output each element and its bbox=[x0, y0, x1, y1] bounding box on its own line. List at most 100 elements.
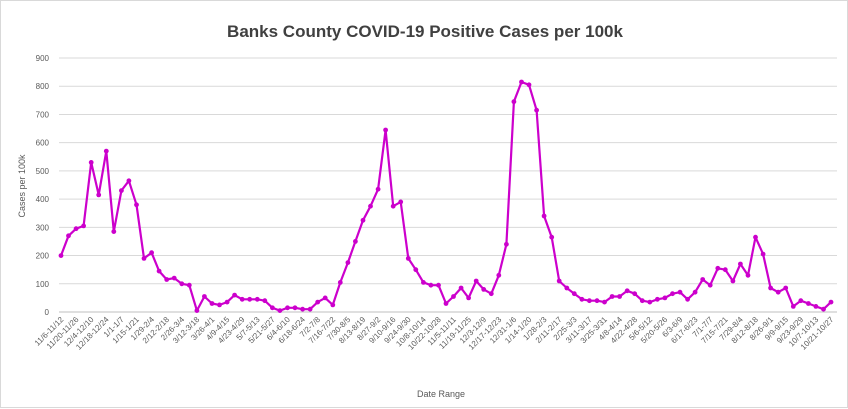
data-point bbox=[617, 294, 622, 299]
data-point bbox=[821, 306, 826, 312]
y-tick-label: 100 bbox=[36, 280, 50, 289]
y-tick-label: 200 bbox=[36, 252, 50, 261]
data-point bbox=[639, 298, 645, 304]
data-point bbox=[179, 281, 185, 287]
data-point bbox=[677, 289, 683, 295]
data-point bbox=[368, 203, 373, 209]
x-axis-title: Date Range bbox=[417, 389, 465, 399]
y-tick-label: 900 bbox=[36, 54, 50, 63]
data-point bbox=[149, 250, 155, 256]
data-point bbox=[526, 82, 532, 88]
data-point bbox=[202, 294, 207, 299]
data-point bbox=[655, 296, 660, 302]
gridlines bbox=[59, 57, 837, 285]
data-point bbox=[307, 306, 313, 312]
data-point bbox=[798, 298, 804, 304]
data-point bbox=[73, 226, 79, 232]
series-line bbox=[59, 80, 832, 312]
data-point bbox=[254, 296, 260, 302]
data-point bbox=[730, 278, 736, 284]
data-point bbox=[722, 267, 728, 273]
data-point bbox=[451, 294, 456, 299]
data-point bbox=[707, 282, 713, 288]
data-point bbox=[345, 260, 351, 265]
data-point bbox=[458, 285, 464, 291]
data-point bbox=[405, 256, 411, 261]
y-tick-label: 500 bbox=[36, 167, 50, 176]
data-point bbox=[488, 291, 494, 297]
data-point bbox=[390, 203, 396, 209]
data-point bbox=[436, 282, 441, 288]
data-point bbox=[753, 234, 758, 240]
data-point bbox=[96, 192, 102, 198]
data-point bbox=[745, 272, 751, 278]
data-point bbox=[700, 277, 706, 282]
y-tick-label: 600 bbox=[36, 139, 50, 148]
data-point bbox=[519, 79, 524, 85]
data-point bbox=[466, 295, 471, 301]
y-tick-label: 300 bbox=[36, 223, 50, 232]
data-point bbox=[571, 291, 577, 297]
data-point bbox=[353, 239, 358, 244]
data-point bbox=[285, 305, 290, 311]
data-point bbox=[556, 278, 562, 284]
data-point bbox=[247, 296, 253, 302]
y-tick-label: 400 bbox=[36, 195, 50, 204]
series-cases-per-100k bbox=[58, 79, 834, 313]
data-point bbox=[428, 282, 434, 288]
data-point bbox=[609, 294, 615, 299]
data-point bbox=[496, 272, 502, 278]
data-point bbox=[300, 306, 305, 312]
data-point bbox=[119, 188, 124, 194]
data-point bbox=[790, 304, 796, 309]
data-point bbox=[383, 127, 388, 133]
data-point bbox=[217, 302, 222, 308]
data-point bbox=[58, 253, 64, 258]
data-point bbox=[579, 296, 585, 302]
data-point bbox=[647, 299, 653, 305]
data-point bbox=[315, 299, 321, 305]
data-point bbox=[541, 213, 547, 219]
data-point bbox=[209, 301, 215, 306]
data-point bbox=[662, 295, 668, 301]
data-point bbox=[783, 285, 789, 291]
data-point bbox=[828, 299, 834, 305]
data-point bbox=[186, 282, 192, 288]
data-point bbox=[171, 275, 177, 281]
y-tick-labels: 0 100 200 300 400 500 600 700 800 900 bbox=[36, 54, 50, 317]
data-point bbox=[715, 265, 721, 271]
data-point bbox=[624, 288, 630, 294]
data-point bbox=[375, 186, 381, 192]
data-point bbox=[224, 299, 230, 305]
data-point bbox=[277, 308, 283, 313]
data-point bbox=[81, 223, 86, 229]
data-point bbox=[511, 99, 517, 105]
y-tick-label: 800 bbox=[36, 82, 50, 91]
data-point bbox=[66, 233, 71, 239]
data-point bbox=[421, 280, 426, 285]
chart-title: Banks County COVID-19 Positive Cases per… bbox=[227, 22, 623, 41]
data-point bbox=[760, 251, 766, 257]
y-tick-label: 0 bbox=[45, 308, 50, 317]
x-tick-labels: 11/6-11/1211/20-11/2612/4-12/1012/18-12/… bbox=[33, 315, 836, 352]
data-point bbox=[141, 256, 147, 261]
data-point bbox=[156, 268, 162, 274]
data-point bbox=[738, 261, 743, 267]
data-point bbox=[413, 267, 419, 273]
data-point bbox=[126, 178, 132, 184]
data-point bbox=[534, 107, 539, 113]
data-point bbox=[103, 148, 109, 154]
data-point bbox=[768, 285, 773, 291]
data-point bbox=[270, 305, 275, 311]
data-point bbox=[360, 217, 366, 223]
data-point bbox=[775, 289, 781, 295]
data-point bbox=[239, 296, 245, 302]
data-point bbox=[481, 287, 487, 292]
data-point bbox=[692, 289, 698, 295]
data-point bbox=[813, 304, 819, 309]
data-point bbox=[806, 301, 811, 306]
data-point bbox=[473, 278, 479, 284]
data-point bbox=[504, 241, 509, 247]
